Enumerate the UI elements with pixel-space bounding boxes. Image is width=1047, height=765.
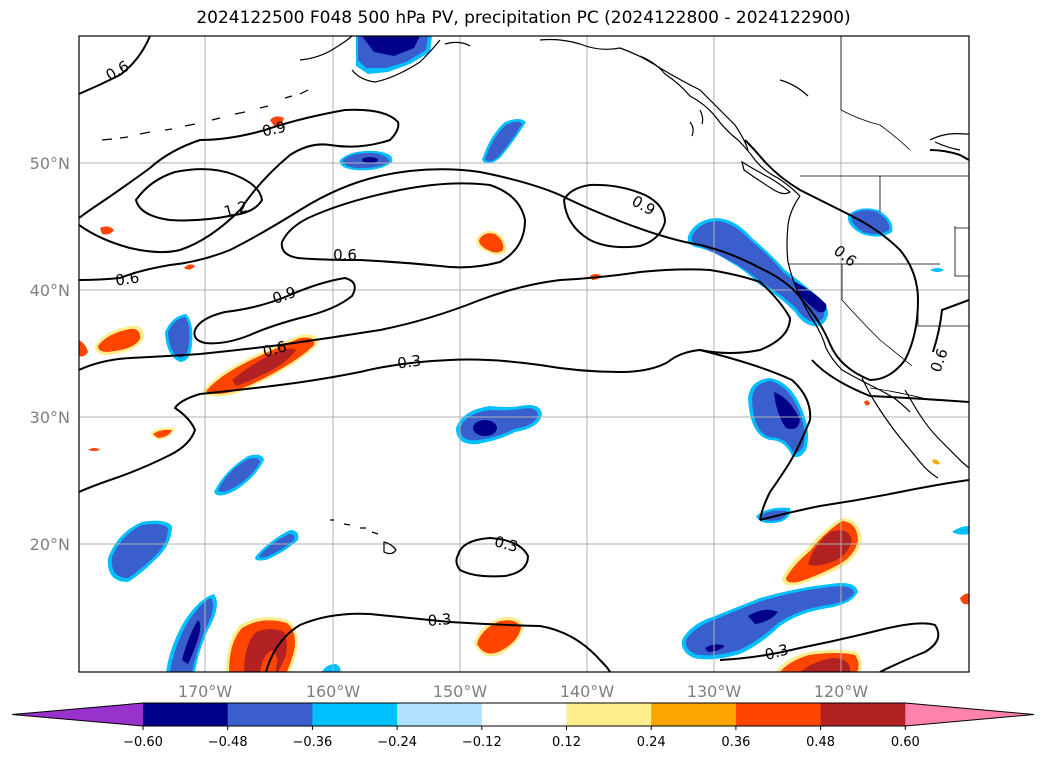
precip-blob-west-1 — [165, 314, 193, 362]
lon-label-130w: 130°W — [687, 682, 742, 701]
contour-label: 0.6 — [261, 337, 289, 361]
pv-contour-0.6-outer — [79, 139, 920, 382]
contour-label: 1.2 — [222, 197, 250, 221]
precip-blob-gulf — [339, 150, 393, 171]
pv-contour-0.6-mid — [280, 182, 527, 269]
alaska-interior — [779, 79, 969, 151]
pv-contour-0.3-loop-center — [455, 536, 530, 578]
contour-label: 0.6 — [114, 268, 140, 289]
colorbar-segment — [397, 703, 483, 726]
colorbar: −0.60 −0.48 −0.36 −0.24 −0.12 0.12 0.24 0.36 0.4… — [11, 702, 1035, 750]
pv-contour-0.3-se — [759, 479, 969, 521]
colorbar-tick-label: 0.36 — [721, 735, 750, 750]
precip-blob-west-2 — [214, 454, 264, 496]
coastlines — [101, 36, 969, 555]
lon-label-140w: 140°W — [560, 682, 615, 701]
colorbar-tick-label: −0.36 — [292, 735, 332, 750]
map-title: 2024122500 F048 500 hPa PV, precipitatio… — [196, 8, 851, 28]
colorbar-segment — [143, 703, 229, 726]
colorbar-tick-label: 0.60 — [891, 735, 920, 750]
us-west-coast — [786, 195, 911, 413]
colorbar-extend-high — [905, 703, 1034, 726]
precip-negative-areas — [107, 36, 969, 672]
hawaii — [330, 519, 397, 555]
colorbar-segment — [735, 703, 822, 726]
pv-contour-0.9-north — [79, 108, 400, 254]
california-nevada-border — [841, 264, 913, 367]
contour-label: 0.9 — [260, 118, 287, 141]
precip-blob-se-pos — [776, 650, 862, 672]
lon-label-160w: 160°W — [306, 682, 361, 701]
pv-contour-1.2 — [134, 168, 264, 222]
precip-blob-tiny-pos — [590, 274, 969, 605]
lat-label-50n: 50°N — [30, 154, 70, 173]
contour-label: 0.3 — [427, 610, 452, 630]
colorbar-tick-label: −0.48 — [208, 735, 248, 750]
colorbar-segment — [227, 703, 313, 726]
pv-contour-0.3-south — [265, 612, 611, 672]
precip-blob-south-pos-1 — [226, 616, 298, 672]
lat-label-30n: 30°N — [30, 408, 70, 427]
map-frame — [78, 35, 970, 673]
colorbar-tick-label: 0.12 — [552, 735, 581, 750]
precip-blob-west-3 — [107, 520, 172, 582]
precip-blob-west-pos-edge — [79, 340, 88, 357]
pv-contour-0.6-nw — [79, 36, 151, 95]
colorbar-tick-label: −0.60 — [123, 735, 163, 750]
aleutians — [101, 89, 309, 141]
colorbar-tick-label: −0.24 — [377, 735, 417, 750]
precip-blob-south-1 — [166, 594, 217, 672]
pv-contours — [79, 36, 969, 672]
lon-label-170w: 170°W — [178, 682, 233, 701]
precip-blob-south-pos-2 — [474, 617, 524, 657]
latitude-labels: 50°N 40°N 30°N 20°N — [30, 154, 70, 554]
lon-label-120w: 120°W — [814, 682, 869, 701]
alaska-canada-border — [840, 36, 911, 151]
colorbar-tick-label: 0.24 — [637, 735, 666, 750]
precip-blob-west-4 — [255, 530, 299, 561]
colorbar-segment — [481, 703, 568, 726]
colorbar-segment — [820, 703, 906, 726]
alaska-coastline — [299, 36, 749, 151]
pv-contour-0.3-se2 — [719, 622, 940, 672]
precip-blob-alaska — [356, 36, 432, 74]
precip-blob-washington — [847, 208, 893, 237]
pv-contour-0.9-east — [562, 183, 667, 249]
pv-contour-0.3-loop-east — [699, 349, 812, 521]
precip-blob-west-pos-2 — [150, 427, 175, 440]
bc-coast — [639, 55, 801, 197]
colorbar-tick-label: −0.12 — [462, 735, 502, 750]
pv-contour-0.9-west — [193, 276, 356, 345]
colorbar-segment — [566, 703, 652, 726]
colorbar-extend-low — [12, 703, 143, 726]
precip-blob-tropical-east — [681, 583, 858, 660]
precip-blob-central — [456, 405, 542, 445]
contour-label: 0.3 — [396, 351, 422, 372]
pv-contour-0.6-right — [929, 149, 969, 161]
us-state-lines — [788, 176, 969, 327]
contour-label: 0.3 — [492, 532, 520, 556]
lon-label-150w: 150°W — [433, 682, 488, 701]
baja-coast — [861, 377, 969, 479]
precip-positive-areas — [79, 116, 969, 672]
lat-label-20n: 20°N — [30, 535, 70, 554]
colorbar-segment — [312, 703, 398, 726]
contour-label: 0.3 — [763, 640, 791, 664]
queen-charlotte — [689, 109, 704, 137]
vancouver-island — [741, 160, 792, 195]
pv-contour-0.6-baja — [811, 299, 969, 403]
precip-blob-wpac-band — [202, 334, 319, 397]
precip-blob-west-pos-1 — [95, 325, 145, 355]
precip-blob-west-pos-3 — [88, 116, 284, 451]
precip-blob-npac-pos — [476, 231, 507, 255]
colorbar-segment — [651, 703, 737, 726]
colorbar-tick-label: 0.48 — [806, 735, 835, 750]
lat-label-40n: 40°N — [30, 281, 70, 300]
longitude-labels: 170°W 160°W 150°W 140°W 130°W 120°W — [178, 682, 869, 701]
contour-label: 0.6 — [333, 246, 357, 264]
precip-blob-northpac — [482, 119, 526, 164]
precip-blob-small-misc — [322, 268, 969, 672]
